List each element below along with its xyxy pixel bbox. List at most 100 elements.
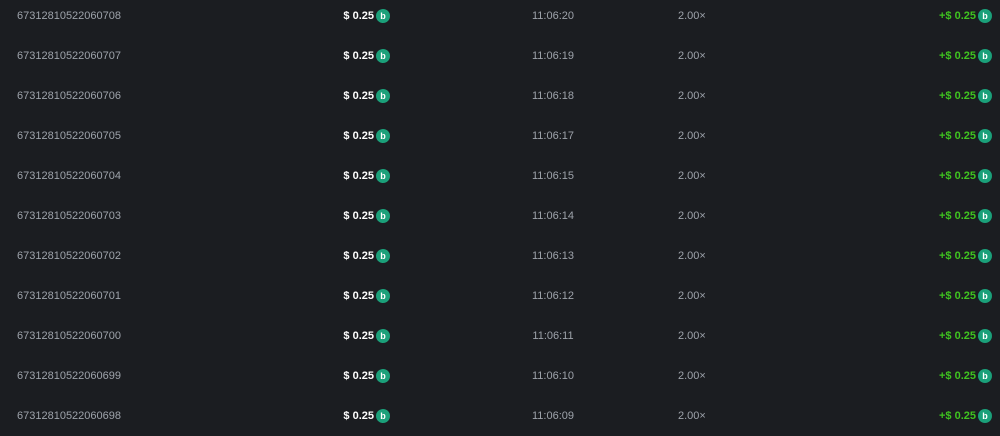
bet-time: 11:06:20 [531,10,574,22]
bet-time: 11:06:17 [531,130,574,142]
bet-amount-value: $ 0.25 [343,10,374,22]
bet-payout: +$ 0.25 b [939,316,992,356]
bet-id[interactable]: 67312810522060704 [17,170,122,182]
bet-amount: $ 0.25 b [343,196,390,236]
bet-id[interactable]: 67312810522060708 [17,10,122,22]
bet-payout-value: +$ 0.25 [938,90,976,102]
bet-amount-value: $ 0.25 [343,130,374,142]
bet-multiplier: 2.00× [678,50,706,62]
bet-row[interactable]: 67312810522060701 $ 0.25 b 11:06:12 2.00×… [0,276,1000,316]
bet-multiplier: 2.00× [678,90,706,102]
bet-multiplier: 2.00× [678,410,706,422]
bet-amount-value: $ 0.25 [343,370,374,382]
bet-payout-value: +$ 0.25 [938,210,976,222]
coin-icon: b [376,249,390,263]
bet-payout-value: +$ 0.25 [938,130,976,142]
bet-payout-value: +$ 0.25 [938,170,976,182]
coin-icon: b [978,129,992,143]
coin-icon: b [376,9,390,23]
bet-time: 11:06:12 [531,290,574,302]
bet-time: 11:06:18 [531,90,574,102]
bet-payout-value: +$ 0.25 [938,410,976,422]
coin-icon: b [978,89,992,103]
bet-multiplier: 2.00× [678,330,706,342]
bet-payout: +$ 0.25 b [939,76,992,116]
bet-time: 11:06:10 [531,370,574,382]
bet-id[interactable]: 67312810522060702 [17,250,122,262]
coin-icon: b [978,49,992,63]
bet-payout-value: +$ 0.25 [938,250,976,262]
bet-payout: +$ 0.25 b [939,116,992,156]
coin-icon: b [978,249,992,263]
bet-amount: $ 0.25 b [343,0,390,36]
bet-amount-value: $ 0.25 [343,210,374,222]
bet-id[interactable]: 67312810522060701 [17,290,122,302]
bet-multiplier: 2.00× [678,250,706,262]
coin-icon: b [376,369,390,383]
coin-icon: b [376,89,390,103]
bet-payout: +$ 0.25 b [939,36,992,76]
bet-amount: $ 0.25 b [343,156,390,196]
bet-time: 11:06:19 [531,50,574,62]
bet-multiplier: 2.00× [678,210,706,222]
bet-row[interactable]: 67312810522060700 $ 0.25 b 11:06:11 2.00×… [0,316,1000,356]
coin-icon: b [978,369,992,383]
coin-icon: b [978,289,992,303]
bet-amount-value: $ 0.25 [343,90,374,102]
bet-row[interactable]: 67312810522060708 $ 0.25 b 11:06:20 2.00×… [0,0,1000,36]
bet-payout: +$ 0.25 b [939,156,992,196]
bet-multiplier: 2.00× [678,130,706,142]
bet-amount-value: $ 0.25 [343,290,374,302]
bet-payout-value: +$ 0.25 [938,370,976,382]
bet-id[interactable]: 67312810522060706 [17,90,122,102]
bet-row[interactable]: 67312810522060704 $ 0.25 b 11:06:15 2.00×… [0,156,1000,196]
bet-multiplier: 2.00× [678,170,706,182]
bet-id[interactable]: 67312810522060703 [17,210,122,222]
bet-time: 11:06:11 [532,330,574,342]
bet-multiplier: 2.00× [678,370,706,382]
bet-row[interactable]: 67312810522060705 $ 0.25 b 11:06:17 2.00×… [0,116,1000,156]
bet-amount-value: $ 0.25 [343,250,374,262]
coin-icon: b [978,9,992,23]
bet-id[interactable]: 67312810522060700 [17,330,122,342]
coin-icon: b [978,329,992,343]
coin-icon: b [376,49,390,63]
bet-payout-value: +$ 0.25 [938,10,976,22]
bet-payout: +$ 0.25 b [939,356,992,396]
coin-icon: b [376,409,390,423]
bet-multiplier: 2.00× [678,290,706,302]
bet-amount: $ 0.25 b [343,276,390,316]
bet-payout-value: +$ 0.25 [938,50,976,62]
bet-amount-value: $ 0.25 [343,50,374,62]
bet-payout-value: +$ 0.25 [938,330,976,342]
bet-row[interactable]: 67312810522060707 $ 0.25 b 11:06:19 2.00×… [0,36,1000,76]
bet-id[interactable]: 67312810522060699 [17,370,122,382]
coin-icon: b [978,169,992,183]
bet-time: 11:06:14 [531,210,574,222]
bet-row[interactable]: 67312810522060703 $ 0.25 b 11:06:14 2.00×… [0,196,1000,236]
bet-amount: $ 0.25 b [343,356,390,396]
bet-id[interactable]: 67312810522060707 [17,50,122,62]
bet-row[interactable]: 67312810522060702 $ 0.25 b 11:06:13 2.00×… [0,236,1000,276]
bet-payout: +$ 0.25 b [939,196,992,236]
coin-icon: b [978,409,992,423]
bet-amount: $ 0.25 b [343,236,390,276]
bet-amount: $ 0.25 b [343,316,390,356]
bet-row[interactable]: 67312810522060698 $ 0.25 b 11:06:09 2.00×… [0,396,1000,436]
bet-payout: +$ 0.25 b [939,0,992,36]
coin-icon: b [376,129,390,143]
bet-id[interactable]: 67312810522060698 [17,410,122,422]
bet-amount: $ 0.25 b [343,76,390,116]
bet-payout: +$ 0.25 b [939,236,992,276]
bet-id[interactable]: 67312810522060705 [17,130,122,142]
bet-payout-value: +$ 0.25 [938,290,976,302]
bet-row[interactable]: 67312810522060699 $ 0.25 b 11:06:10 2.00×… [0,356,1000,396]
bet-time: 11:06:13 [531,250,574,262]
bet-amount: $ 0.25 b [343,36,390,76]
bet-multiplier: 2.00× [678,10,706,22]
bet-payout: +$ 0.25 b [939,276,992,316]
coin-icon: b [376,209,390,223]
bet-amount-value: $ 0.25 [343,330,374,342]
bet-row[interactable]: 67312810522060706 $ 0.25 b 11:06:18 2.00×… [0,76,1000,116]
